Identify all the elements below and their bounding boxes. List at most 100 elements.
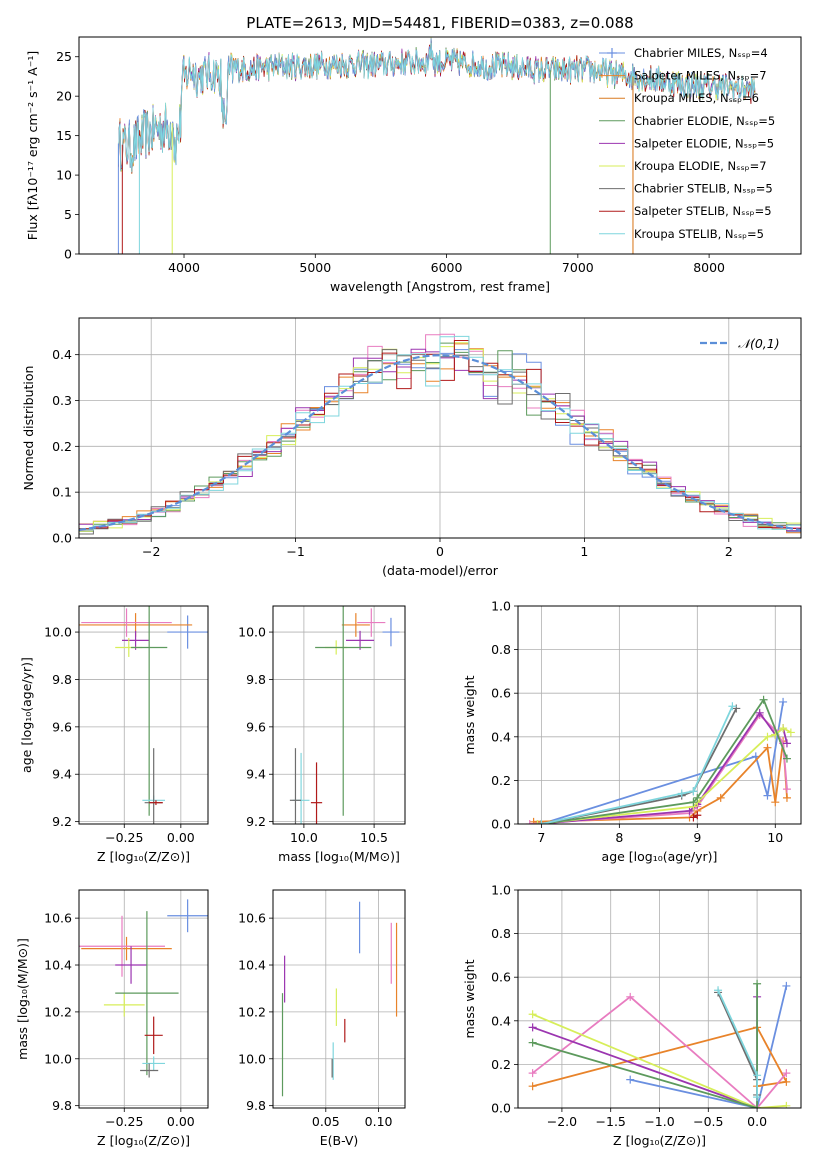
- figure-title: PLATE=2613, MJD=54481, FIBERID=0383, z=0…: [246, 14, 633, 32]
- y-tick-label: 0: [64, 247, 72, 262]
- error-bar-point: [289, 748, 302, 824]
- y-tick-label: 10.2: [238, 1004, 266, 1019]
- age_vs_mass-marks: [289, 606, 400, 824]
- legend-entry: Salpeter ELODIE, Nₛₛₚ=5: [634, 136, 774, 150]
- data-point: [626, 1075, 635, 1084]
- error-bar-point: [103, 993, 145, 1017]
- data-point: [525, 820, 534, 824]
- x-tick-label: 0.05: [312, 1114, 340, 1129]
- series-line: [532, 1026, 788, 1088]
- series-line: [537, 727, 792, 824]
- x-axis-label: age [log₁₀(age/yr)]: [602, 849, 718, 864]
- x-tick-label: 7000: [562, 260, 594, 275]
- series-line: [532, 983, 758, 1108]
- x-tick-label: 10.0: [290, 830, 318, 845]
- y-tick-label: 0.8: [491, 926, 511, 941]
- data-point: [677, 789, 686, 798]
- axes-frame: [272, 889, 406, 1109]
- y-tick-label: 0.0: [491, 1101, 511, 1116]
- residuals-panel: −2 −1 0 1 2 0.0 0.1 0.2 0.3 0.4 (data-model)/error…: [21, 317, 802, 578]
- age_vs_Z-panel: −0.25 0.00 9.2 9.4 9.6 9.8 10.0 Z [log₁₀(Z/Z⊙)]…: [19, 605, 209, 864]
- mass_vs_EBV-marks: [281, 901, 398, 1097]
- legend-entry: Chabrier STELIB, Nₛₛₚ=5: [634, 182, 773, 196]
- x-tick-label: −2.0: [547, 1114, 577, 1129]
- y-tick-label: 0.1: [52, 485, 72, 500]
- mass-weight-series: [689, 811, 702, 822]
- massweight_vs_age-panel: 7 8 9 10 0.0 0.2 0.4 0.6 0.8 1.0 age [log₁₀(age/yr…: [462, 599, 802, 864]
- error-bar-point: [149, 800, 163, 806]
- mass-weight-series: [528, 979, 762, 1108]
- data-point: [716, 793, 725, 802]
- data-point: [528, 1010, 537, 1019]
- legend-entry: Salpeter MILES, Nₛₛₚ=7: [634, 69, 767, 83]
- y-tick-label: 0.8: [491, 642, 511, 657]
- data-point: [759, 695, 768, 704]
- data-point: [693, 793, 702, 802]
- data-point: [782, 1077, 791, 1086]
- data-point: [782, 739, 791, 748]
- y-tick-label: 10.4: [238, 958, 266, 973]
- massweight_vs_Z-marks: [528, 979, 791, 1108]
- y-tick-label: 0.2: [52, 439, 72, 454]
- error-bar-point: [115, 946, 147, 984]
- y-tick-label: 10.0: [44, 625, 72, 640]
- x-tick-label: 10.5: [360, 830, 388, 845]
- y-tick-label: 9.8: [52, 1098, 72, 1113]
- y-tick-label: 0.6: [491, 686, 511, 701]
- series-line: [533, 741, 788, 823]
- x-tick-label: 8000: [693, 260, 725, 275]
- x-tick-label: −0.5: [693, 1114, 723, 1129]
- y-tick-label: 15: [56, 128, 72, 143]
- x-tick-label: −1.5: [596, 1114, 626, 1129]
- y-tick-label: 0.0: [491, 817, 511, 832]
- data-point: [755, 708, 764, 717]
- axes-frame: [517, 605, 802, 825]
- x-tick-label: −1: [286, 544, 304, 559]
- data-point: [528, 1082, 537, 1091]
- y-tick-label: 0.0: [52, 531, 72, 546]
- data-point: [779, 724, 788, 733]
- series-line: [532, 1013, 787, 1108]
- y-axis-label: mass [log₁₀(M/M⊙)]: [15, 938, 30, 1060]
- y-tick-label: 0.6: [491, 970, 511, 985]
- data-point: [779, 697, 788, 706]
- y-tick-label: 9.8: [52, 672, 72, 687]
- y-tick-label: 9.2: [52, 814, 72, 829]
- data-point: [763, 791, 772, 800]
- data-point: [782, 785, 791, 794]
- data-point: [782, 1101, 791, 1108]
- x-axis-label: mass [log₁₀(M/M⊙)]: [278, 849, 400, 864]
- mass-weight-series: [714, 986, 762, 1102]
- x-tick-label: 7: [537, 830, 545, 845]
- data-point: [728, 702, 737, 711]
- error-bar-point: [315, 606, 372, 816]
- data-point: [782, 981, 791, 990]
- data-point: [753, 1093, 762, 1102]
- y-tick-label: 9.2: [246, 814, 266, 829]
- spectrum-panel: 4000 5000 6000 7000 8000 0 5 10 15 20 25 wavelength…: [25, 36, 802, 294]
- age_vs_Z-marks: [79, 606, 208, 824]
- y-tick-label: 10.6: [44, 911, 72, 926]
- y-tick-label: 9.8: [246, 672, 266, 687]
- x-tick-label: 8: [615, 830, 623, 845]
- error-bar-point: [140, 1063, 159, 1078]
- error-bar-point: [142, 1056, 165, 1071]
- y-tick-label: 0.4: [491, 1013, 511, 1028]
- data-point: [626, 992, 635, 1001]
- data-point: [782, 793, 791, 802]
- data-point: [714, 986, 723, 995]
- data-point: [693, 811, 702, 820]
- y-tick-label: 10.0: [238, 1051, 266, 1066]
- axes-frame: [78, 889, 209, 1109]
- data-point: [533, 820, 542, 824]
- x-tick-label: 5000: [299, 260, 331, 275]
- mass-weight-series: [537, 697, 788, 824]
- y-tick-label: 1.0: [491, 599, 511, 614]
- gaussian-curve: [78, 354, 802, 532]
- data-point: [753, 979, 762, 988]
- mass-weight-series: [537, 702, 737, 824]
- y-tick-label: 10: [56, 168, 72, 183]
- axes-frame: [517, 889, 802, 1109]
- y-tick-label: 10.0: [238, 625, 266, 640]
